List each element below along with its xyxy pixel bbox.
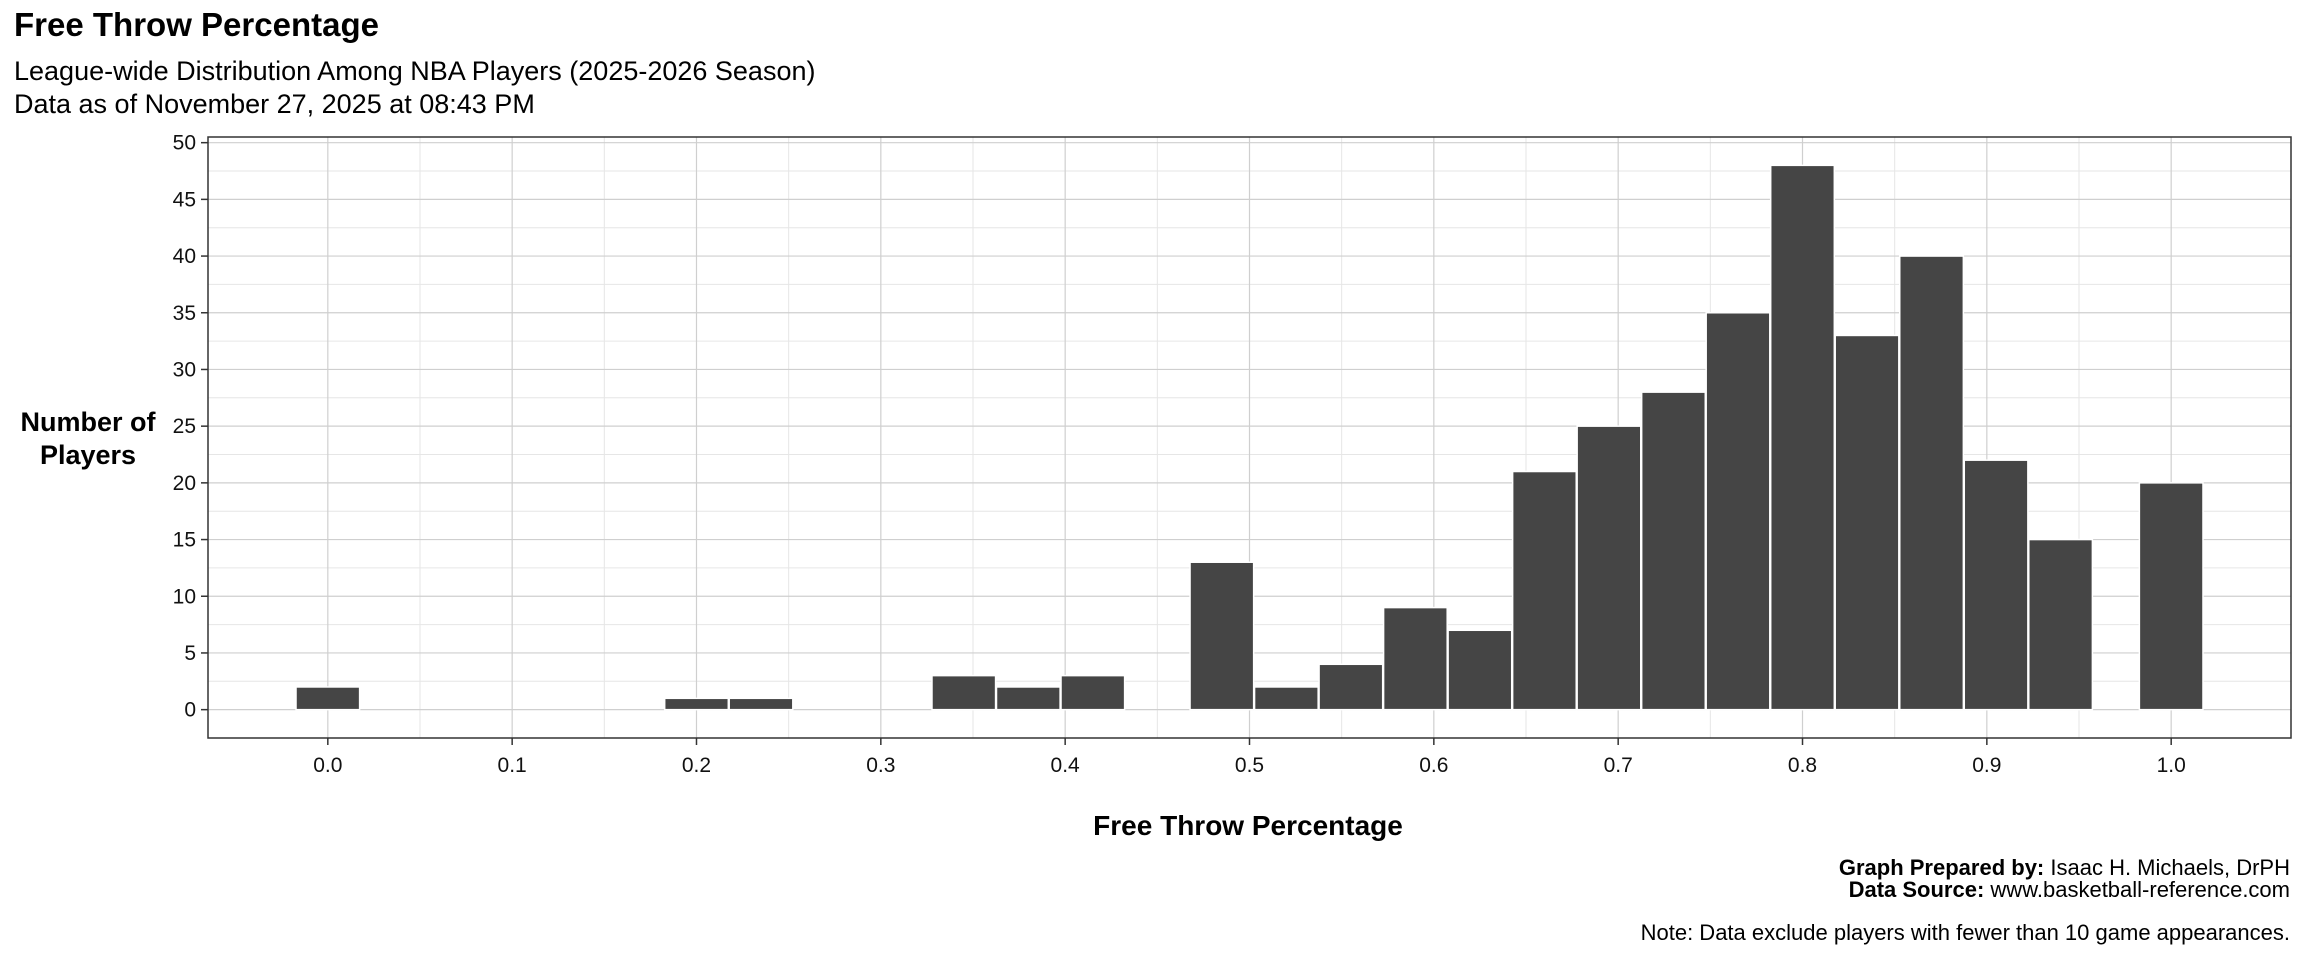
histogram-bar [1511, 470, 1577, 711]
histogram-bars [295, 164, 2204, 711]
x-tick-label: 0.3 [866, 754, 895, 777]
prepared-by-label: Graph Prepared by: [1838, 855, 2045, 880]
histogram-bar [1382, 606, 1448, 711]
histogram-bar [931, 674, 997, 711]
y-tick-label: 0 [184, 699, 196, 722]
y-tick-label: 30 [173, 358, 196, 381]
prepared-by-value: Isaac H. Michaels, DrPH [2050, 855, 2290, 880]
histogram-bar [1447, 629, 1513, 711]
x-axis-label: Free Throw Percentage [1093, 810, 1403, 841]
data-source-value: www.basketball-reference.com [1990, 877, 2290, 902]
x-tick-label: 0.8 [1788, 754, 1817, 777]
caption-data-source: Data Source: www.basketball-reference.co… [1849, 877, 2290, 903]
y-tick-label: 10 [173, 585, 196, 608]
caption-prepared-by: Graph Prepared by: Isaac H. Michaels, Dr… [1839, 855, 2290, 881]
histogram-bar [663, 697, 730, 711]
histogram-bar [1769, 164, 1836, 711]
x-tick-label: 0.4 [1051, 754, 1081, 777]
histogram-bar [728, 697, 794, 711]
histogram-bar [995, 686, 1061, 711]
histogram-bar [1963, 459, 2029, 711]
histogram-bar [2028, 538, 2094, 711]
x-tick-label: 0.6 [1419, 754, 1448, 777]
x-tick-label: 0.2 [682, 754, 711, 777]
x-axis: 0.0 0.1 0.2 0.3 0.4 0.5 0.6 0.7 0.8 0.9 1.0 [313, 738, 2186, 777]
data-timestamp: Data as of November 27, 2025 at 08:43 PM [14, 89, 535, 119]
data-source-label: Data Source: [1848, 877, 1985, 902]
y-axis-label-text: Number of Players [20, 407, 156, 470]
chart-title: Free Throw Percentage [14, 6, 379, 43]
histogram-bar [295, 686, 361, 711]
histogram-bar [1705, 312, 1771, 711]
caption-note: Note: Data exclude players with fewer th… [1640, 920, 2290, 945]
histogram-bar [1189, 561, 1255, 711]
histogram-bar [1318, 663, 1384, 711]
y-tick-label: 15 [173, 529, 196, 552]
histogram-bar [1898, 255, 1965, 711]
y-tick-label: 20 [173, 472, 196, 495]
y-tick-label: 50 [173, 132, 196, 155]
x-tick-label: 1.0 [2157, 754, 2186, 777]
chart-subtitle: League-wide Distribution Among NBA Playe… [14, 56, 816, 86]
histogram-bar [1253, 686, 1319, 711]
y-tick-label: 35 [173, 302, 196, 325]
histogram-bar [1060, 674, 1126, 711]
y-tick-label: 40 [173, 245, 196, 268]
x-tick-label: 0.0 [313, 754, 342, 777]
x-tick-label: 0.9 [1972, 754, 2001, 777]
y-tick-label: 5 [184, 642, 196, 665]
x-tick-label: 0.1 [498, 754, 527, 777]
y-tick-label: 25 [173, 415, 196, 438]
histogram-bar [1834, 334, 1900, 711]
x-tick-label: 0.5 [1235, 754, 1264, 777]
x-tick-label: 0.7 [1604, 754, 1633, 777]
y-axis: 0 5 10 15 20 25 30 35 40 45 50 [173, 132, 208, 722]
histogram-bar [1640, 391, 1707, 711]
histogram-bar [2138, 482, 2204, 711]
histogram-bar [1576, 425, 1642, 711]
y-axis-label: Number of Players [0, 406, 176, 472]
y-tick-label: 45 [173, 188, 196, 211]
